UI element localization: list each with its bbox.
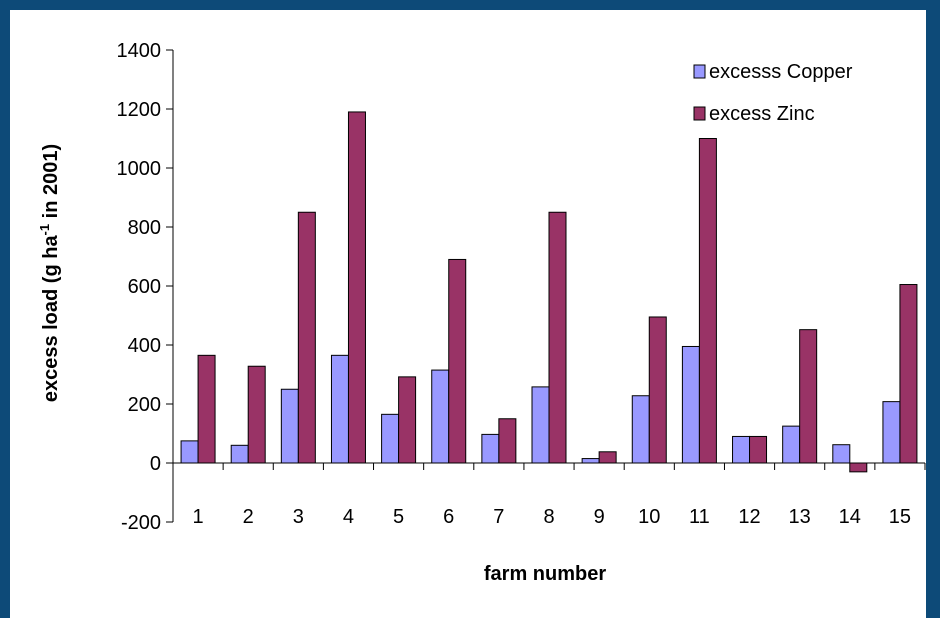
y-axis-title-main: excess load (g ha <box>40 235 62 403</box>
bar-zinc <box>548 211 567 464</box>
legend-label-zinc: excess Zinc <box>709 103 815 125</box>
y-tick-label: 0 <box>150 453 161 475</box>
x-ticks: 1 2 3 4 5 6 7 8 9 10 11 12 13 14 15 <box>172 463 926 528</box>
x-tick-label: 15 <box>889 506 911 528</box>
y-axis-title-superscript: -1 <box>37 224 52 236</box>
y-axis-title-end: in 2001) <box>40 144 62 224</box>
legend-swatch-zinc <box>693 106 706 121</box>
bar-copper <box>882 401 901 464</box>
bar-copper <box>732 435 751 464</box>
bar-zinc <box>648 316 667 464</box>
bar-copper <box>832 444 851 464</box>
bar-copper <box>631 395 650 464</box>
bar-zinc <box>849 462 868 473</box>
x-tick-label: 1 <box>193 506 204 528</box>
bar-zinc <box>698 138 717 464</box>
bar-zinc <box>498 418 517 464</box>
bar-zinc <box>247 365 266 464</box>
x-tick-label: 13 <box>789 506 811 528</box>
bar-copper <box>330 354 349 464</box>
y-tick-label: 600 <box>128 276 161 298</box>
legend-swatch-copper <box>693 64 706 79</box>
bar-copper <box>230 444 249 464</box>
bar-copper <box>381 413 400 464</box>
y-tick-label: 1000 <box>117 158 162 180</box>
y-tick-label: 1200 <box>117 99 162 121</box>
bar-zinc <box>297 211 316 464</box>
bar-zinc <box>398 376 417 464</box>
bar-copper <box>431 369 450 464</box>
x-tick-label: 14 <box>839 506 861 528</box>
x-tick-label: 7 <box>493 506 504 528</box>
bar-zinc <box>347 111 366 464</box>
legend-label-copper: excesss Copper <box>709 61 853 83</box>
y-ticks: -200 0 200 400 600 800 1000 1200 1400 <box>117 40 173 534</box>
y-tick-label: 200 <box>128 394 161 416</box>
y-axis-title: excess load (g ha-1 in 2001) <box>37 144 62 402</box>
bar-zinc <box>598 451 617 464</box>
x-tick-label: 5 <box>393 506 404 528</box>
y-tick-label: 800 <box>128 217 161 239</box>
x-tick-label: 6 <box>443 506 454 528</box>
bar-copper <box>681 345 700 464</box>
x-tick-label: 10 <box>638 506 660 528</box>
bar-zinc <box>899 284 918 464</box>
bar-copper <box>481 433 500 464</box>
bar-copper <box>581 458 600 464</box>
bar-zinc <box>448 258 467 464</box>
x-tick-label: 4 <box>343 506 354 528</box>
bars-layer <box>180 111 918 473</box>
y-tick-label: 400 <box>128 335 161 357</box>
x-tick-label: 9 <box>594 506 605 528</box>
y-tick-label: 1400 <box>117 40 162 62</box>
bar-copper <box>180 440 199 464</box>
x-tick-label: 3 <box>293 506 304 528</box>
bar-zinc <box>799 329 818 464</box>
bar-copper <box>531 386 550 464</box>
bar-copper <box>782 425 801 464</box>
x-tick-label: 8 <box>543 506 554 528</box>
x-tick-label: 2 <box>243 506 254 528</box>
bar-zinc <box>197 354 216 464</box>
y-tick-label: -200 <box>121 512 161 534</box>
x-tick-label: 11 <box>689 506 710 528</box>
bar-zinc <box>749 435 768 464</box>
x-tick-label: 12 <box>738 506 760 528</box>
legend: excesss Copper excess Zinc <box>693 61 853 125</box>
bar-copper <box>280 388 299 464</box>
x-axis-title: farm number <box>484 563 606 585</box>
